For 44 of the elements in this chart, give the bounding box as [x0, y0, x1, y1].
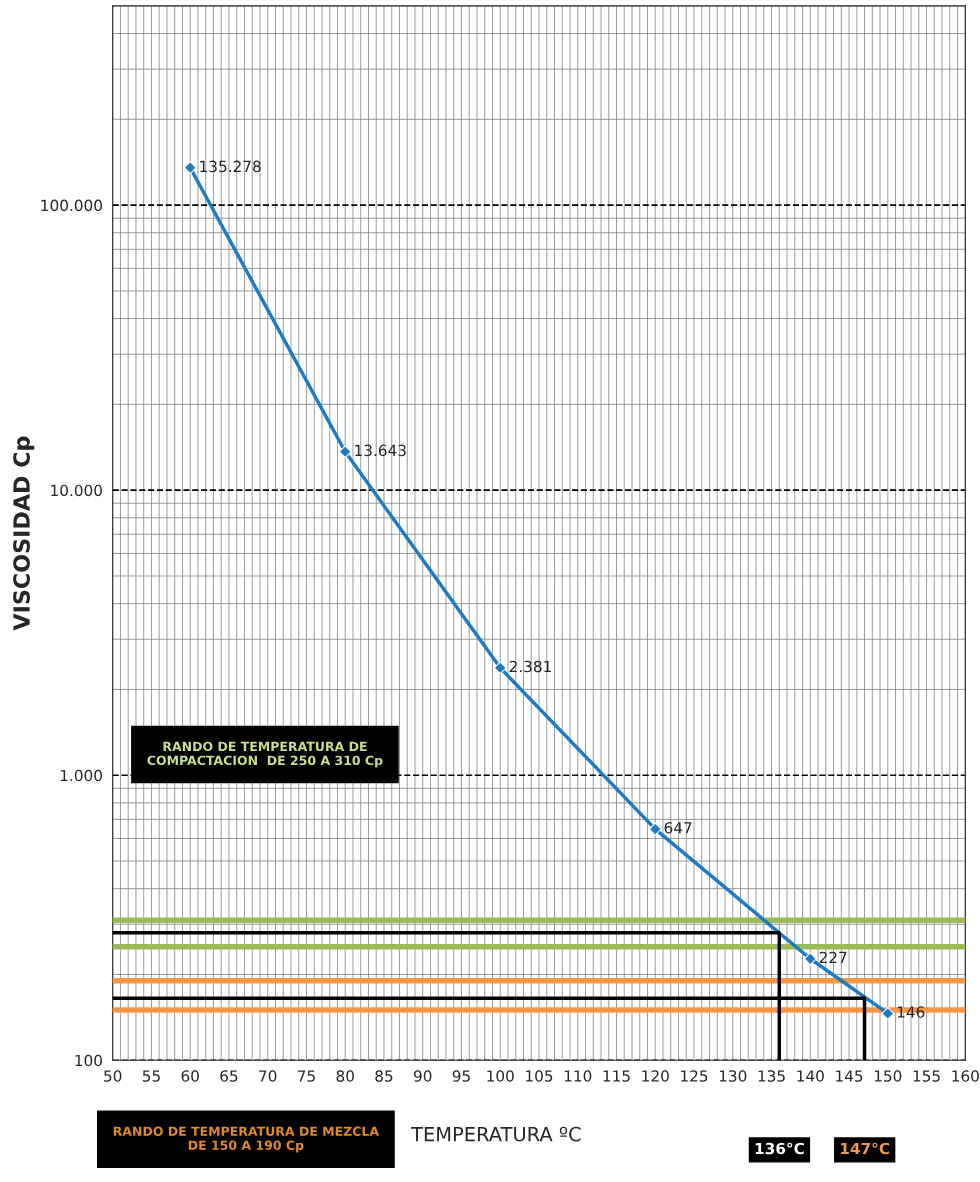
text: RANDO DE TEMPERATURA DE MEZCLA DE 150 A 190 Cp — [113, 1126, 379, 1153]
data-label: 647 — [664, 821, 692, 834]
y-tick-label: 10.000 — [51, 484, 102, 497]
text: 147°C — [841, 1142, 890, 1155]
x-tick-label: 150 — [874, 1070, 902, 1082]
x-tick-label: 100 — [487, 1070, 514, 1082]
point — [803, 952, 817, 966]
x-tick-label: 115 — [603, 1070, 630, 1082]
x-tick-label: 70 — [259, 1070, 277, 1082]
point — [183, 161, 197, 175]
x-tick-label: 95 — [452, 1070, 470, 1082]
y-tick-label: 100 — [75, 1054, 102, 1067]
y-tick-label: 100.000 — [41, 199, 102, 212]
y-tick-label: 1.000 — [60, 769, 102, 782]
data-label: 2.381 — [509, 660, 551, 673]
x-tick-label: 55 — [142, 1070, 160, 1082]
x-tick-label: 65 — [220, 1070, 238, 1082]
x-tick-label: 110 — [564, 1070, 592, 1082]
x-tick-label: 105 — [526, 1070, 553, 1082]
x-tick-label: 145 — [836, 1070, 863, 1082]
point — [338, 445, 352, 459]
x-tick-label: 125 — [681, 1070, 708, 1082]
x-tick-label: 60 — [181, 1070, 199, 1082]
x-tick-label: 75 — [298, 1070, 315, 1082]
x-tick-label: 130 — [719, 1070, 747, 1082]
x-tick-label: 90 — [413, 1070, 432, 1082]
text: 136°C — [755, 1142, 804, 1155]
point — [493, 661, 507, 675]
x-axis-title: TEMPERATURA ºC — [411, 1126, 581, 1142]
data-label: 227 — [819, 951, 847, 963]
annotation: RANDO DE TEMPERATURA DE COMPACTACION DE 250 A 310 Cp — [147, 741, 383, 768]
data-label: 13.643 — [355, 444, 406, 457]
y-axis-title: VISCOSIDAD Cp — [13, 436, 35, 631]
x-tick-label: 80 — [336, 1070, 354, 1082]
point — [648, 822, 662, 836]
x-tick-label: 85 — [375, 1070, 393, 1082]
x-tick-label: 160 — [952, 1070, 979, 1082]
x-tick-label: 135 — [758, 1070, 785, 1082]
x-tick-label: 140 — [797, 1070, 824, 1082]
data-label: 135.278 — [200, 160, 261, 173]
x-tick-label: 120 — [642, 1070, 669, 1082]
point — [881, 1006, 895, 1020]
x-tick-label: 155 — [913, 1070, 940, 1082]
x-tick-label: 50 — [104, 1070, 122, 1082]
